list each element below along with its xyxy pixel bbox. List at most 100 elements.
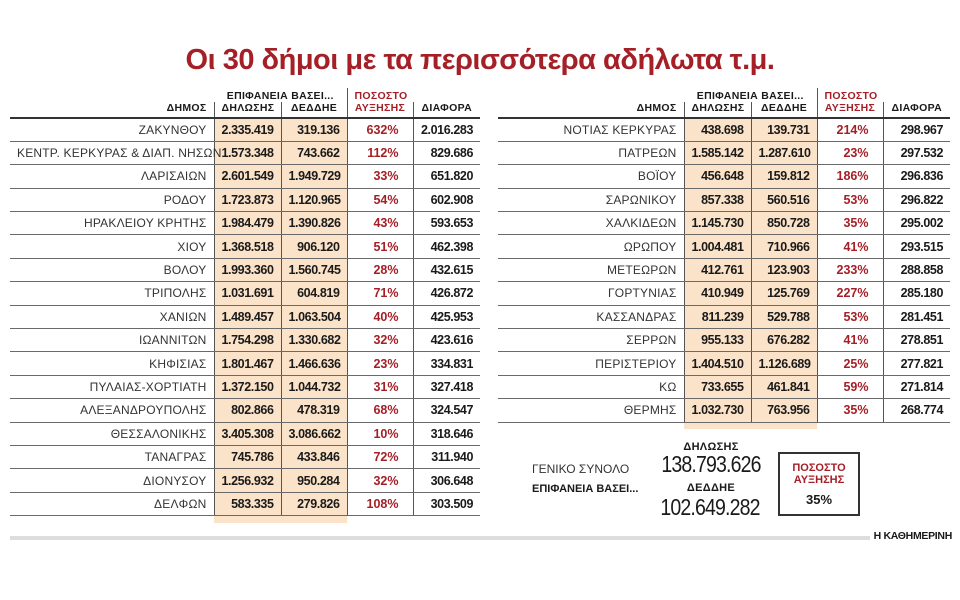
table-row: ΔΙΟΝΥΣΟΥ 1.256.932 950.284 32% 306.648 [10,468,480,493]
declaration-cell: 1.368.518 [213,234,281,259]
table-row: ΚΑΣΣΑΝΔΡΑΣ 811.239 529.788 53% 281.451 [498,305,950,330]
table-row: ΚΕΝΤΡ. ΚΕΡΚΥΡΑΣ & ΔΙΑΠ. ΝΗΣΩΝ 1.573.348 74… [10,141,480,166]
municipality-cell: ΑΛΕΞΑΝΔΡΟΥΠΟΛΗΣ [10,398,214,423]
difference-cell: 602.908 [412,188,480,213]
declaration-cell: 1.984.479 [213,211,281,236]
deddie-cell: 1.560.745 [280,258,347,283]
increase-cell: 43% [346,211,413,236]
deddie-cell: 433.846 [280,445,347,470]
table-padding-row [10,515,480,523]
increase-cell: 53% [816,188,883,213]
increase-cell: 28% [346,258,413,283]
deddie-cell: 461.841 [750,375,817,400]
declaration-cell: 1.573.348 [213,141,281,166]
table-row: ΩΡΩΠΟΥ 1.004.481 710.966 41% 293.515 [498,234,950,259]
deddie-cell: 1.120.965 [280,188,347,213]
padding-cell [751,422,817,430]
declaration-cell: 1.723.873 [213,188,281,213]
increase-cell: 186% [816,164,883,189]
table-right: ΕΠΙΦΑΝΕΙΑ ΒΑΣΕΙ... ΠΟΣΟΣΤΟ ΔΗΜΟΣ ΔΗΛΩΣΗΣ ΔΕ… [498,88,950,430]
deddie-cell: 1.466.636 [280,351,347,376]
increase-cell: 233% [816,258,883,283]
deddie-cell: 159.812 [750,164,817,189]
declaration-cell: 3.405.308 [213,422,281,446]
declaration-cell: 955.133 [683,328,751,353]
increase-cell: 59% [816,375,883,400]
header-deddie: ΔΕΔΔΗΕ [750,102,817,119]
declaration-cell: 802.866 [213,398,281,423]
table-row: ΧΑΛΚΙΔΕΩΝ 1.145.730 850.728 35% 295.002 [498,211,950,236]
municipality-cell: ΚΑΣΣΑΝΔΡΑΣ [498,305,684,330]
header-municipality: ΔΗΜΟΣ [10,102,214,119]
summary-increase-label-2: ΑΥΞΗΣΗΣ [793,474,845,486]
difference-cell: 281.451 [882,305,950,330]
difference-cell: 324.547 [412,398,480,423]
difference-cell: 298.967 [882,118,950,142]
difference-cell: 296.822 [882,188,950,213]
declaration-cell: 811.239 [683,305,751,330]
increase-cell: 41% [816,234,883,259]
declaration-cell: 1.004.481 [683,234,751,259]
header-declaration: ΔΗΛΩΣΗΣ [213,102,281,119]
increase-cell: 108% [346,492,413,517]
municipality-cell: ΠΑΤΡΕΩΝ [498,141,684,166]
increase-cell: 51% [346,234,413,259]
deddie-cell: 906.120 [280,234,347,259]
table-row: ΠΑΤΡΕΩΝ 1.585.142 1.287.610 23% 297.532 [498,141,950,166]
deddie-cell: 1.126.689 [750,351,817,376]
footer-rule [10,536,870,540]
municipality-cell: ΧΑΝΙΩΝ [10,305,214,330]
padding-cell [347,516,413,523]
municipality-cell: ΩΡΩΠΟΥ [498,234,684,259]
padding-cell [498,422,684,429]
municipality-cell: ΚΩ [498,375,684,400]
declaration-cell: 2.335.419 [213,118,281,142]
declaration-cell: 1.372.150 [213,375,281,400]
deddie-cell: 279.826 [280,492,347,517]
deddie-cell: 1.044.732 [280,375,347,400]
difference-cell: 288.858 [882,258,950,283]
deddie-cell: 1.063.504 [280,305,347,330]
municipality-cell: ΝΟΤΙΑΣ ΚΕΡΚΥΡΑΣ [498,118,684,142]
declaration-cell: 1.256.932 [213,468,281,493]
deddie-cell: 676.282 [750,328,817,353]
declaration-cell: 410.949 [683,281,751,306]
table-row: ΝΟΤΙΑΣ ΚΕΡΚΥΡΑΣ 438.698 139.731 214% 298.967 [498,118,950,142]
summary-deddie-label: ΔΕΔΔΗΕ [686,482,736,494]
table-row: ΜΕΤΕΩΡΩΝ 412.761 123.903 233% 288.858 [498,258,950,283]
declaration-cell: 745.786 [213,445,281,470]
declaration-cell: 1.801.467 [213,351,281,376]
brand-logo: Η ΚΑΘΗΜΕΡΙΝΗ [873,530,953,542]
deddie-cell: 950.284 [280,468,347,493]
table-row: ΠΥΛΑΙΑΣ-ΧΟΡΤΙΑΤΗ 1.372.150 1.044.732 31% 327… [10,375,480,400]
padding-cell [281,515,347,523]
increase-cell: 23% [816,141,883,166]
deddie-cell: 743.662 [280,141,347,166]
padding-cell [817,422,883,429]
declaration-cell: 1.032.730 [683,398,751,423]
deddie-cell: 123.903 [750,258,817,283]
deddie-cell: 478.319 [280,398,347,423]
header-increase-1: ΠΟΣΟΣΤΟ [816,88,883,102]
municipality-cell: ΣΑΡΩΝΙΚΟΥ [498,188,684,213]
padding-cell [684,422,751,430]
padding-cell [413,516,480,523]
declaration-cell: 438.698 [683,118,751,142]
table-row: ΤΡΙΠΟΛΗΣ 1.031.691 604.819 71% 426.872 [10,281,480,306]
table-row: ΣΑΡΩΝΙΚΟΥ 857.338 560.516 53% 296.822 [498,188,950,213]
difference-cell: 278.851 [882,328,950,353]
table-padding-row [498,422,950,430]
header-increase-2: ΑΥΞΗΣΗΣ [816,102,883,119]
deddie-cell: 1.390.826 [280,211,347,236]
municipality-cell: ΘΕΣΣΑΛΟΝΙΚΗΣ [10,422,214,446]
padding-cell [214,515,281,523]
municipality-cell: ΚΕΝΤΡ. ΚΕΡΚΥΡΑΣ & ΔΙΑΠ. ΝΗΣΩΝ [10,141,221,166]
table-left: ΕΠΙΦΑΝΕΙΑ ΒΑΣΕΙ... ΠΟΣΟΣΤΟ ΔΗΜΟΣ ΔΗΛΩΣΗΣ ΔΕ… [10,88,480,523]
increase-cell: 632% [346,118,413,142]
increase-cell: 72% [346,445,413,470]
table-row: ΚΗΦΙΣΙΑΣ 1.801.467 1.466.636 23% 334.831 [10,351,480,376]
difference-cell: 303.509 [412,492,480,517]
increase-cell: 68% [346,398,413,423]
header-difference: ΔΙΑΦΟΡΑ [882,102,950,119]
deddie-cell: 604.819 [280,281,347,306]
